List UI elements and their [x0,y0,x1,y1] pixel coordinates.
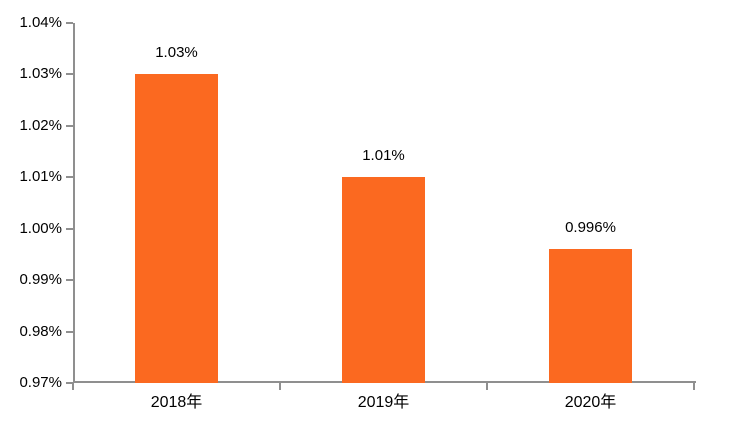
x-axis-tick [693,383,695,390]
y-axis-tick [66,73,73,76]
y-axis-tick [66,279,73,282]
x-category-label: 2020年 [564,394,617,411]
x-axis-tick [279,383,281,390]
bar-value-label: 0.996% [565,219,616,237]
y-tick-label: 0.97% [19,374,62,391]
bar-value-label: 1.01% [362,147,405,165]
y-axis-tick [66,124,73,127]
y-tick-label: 1.02% [19,116,62,134]
y-tick-label: 1.01% [19,168,62,186]
bar [549,249,632,383]
bar [135,74,218,383]
x-axis-tick [72,383,74,390]
y-tick-label: 0.98% [19,322,62,340]
y-tick-label: 1.03% [19,65,62,83]
y-tick-label: 1.04% [19,14,62,31]
y-axis-tick [66,382,73,384]
x-axis-tick [486,383,488,390]
bar [342,177,425,383]
y-axis-tick [66,330,73,333]
x-category-label: 2019年 [357,394,410,411]
y-axis-tick [66,227,73,230]
y-axis-tick [66,22,73,24]
y-tick-label: 1.00% [19,219,62,237]
y-axis-tick [66,176,73,179]
bar-value-label: 1.03% [155,44,198,62]
x-category-label: 2018年 [150,394,203,411]
y-tick-label: 0.99% [19,271,62,289]
y-axis-line [73,23,75,383]
